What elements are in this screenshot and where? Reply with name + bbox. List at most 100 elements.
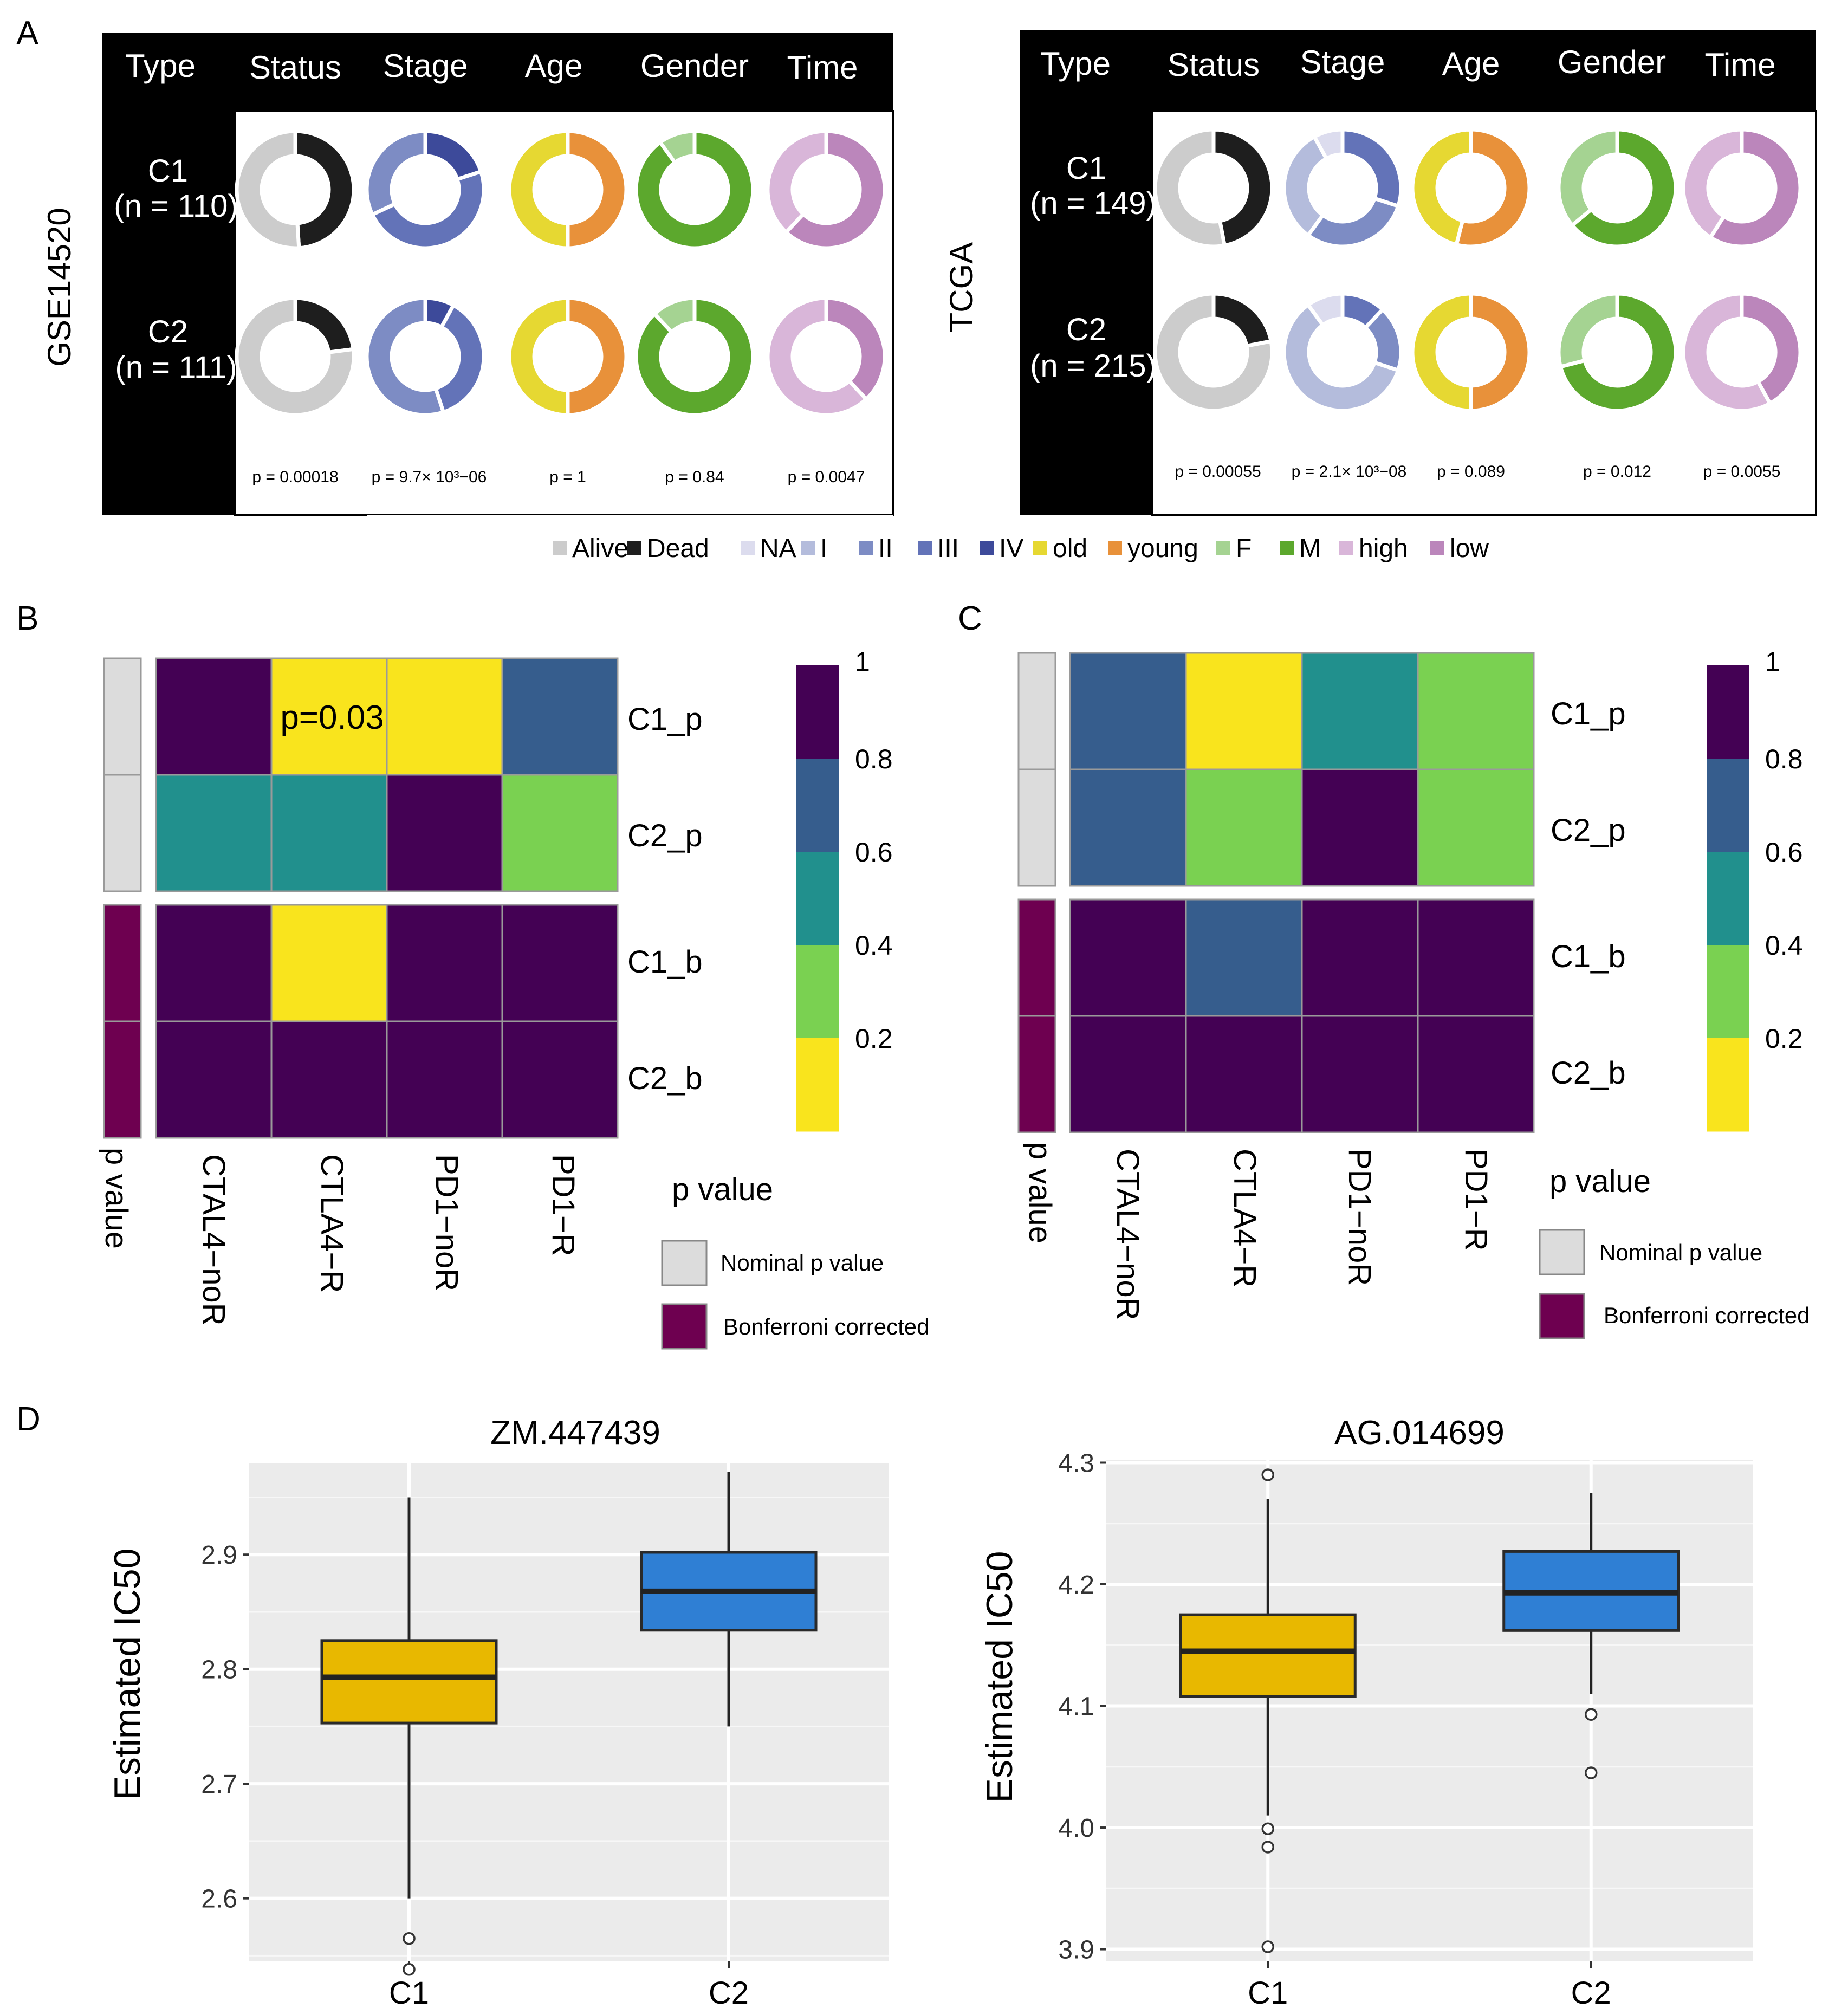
heatmap-cell-c1-b-ctal4-nor bbox=[155, 904, 273, 1022]
box-c2 bbox=[1502, 1493, 1680, 1779]
legend-label: old bbox=[1053, 534, 1087, 563]
donut-c2-age bbox=[507, 296, 628, 417]
header-gender: Gender bbox=[640, 48, 749, 84]
donut-slice-iii bbox=[369, 169, 486, 250]
header-status: Status bbox=[249, 49, 341, 86]
panel-label-b: B bbox=[16, 600, 38, 637]
legend-label: II bbox=[878, 534, 893, 563]
legend-label: I bbox=[820, 534, 827, 563]
donut-slice-old bbox=[1410, 292, 1473, 413]
colorbar-segment bbox=[796, 1038, 839, 1132]
colorbar-tick: 0.2 bbox=[1765, 1024, 1803, 1054]
donut-c1-status bbox=[1153, 127, 1274, 249]
panel-label-c: C bbox=[958, 600, 982, 637]
box-iqr bbox=[320, 1639, 498, 1725]
legend-title: p value bbox=[1549, 1164, 1651, 1199]
legend-swatch bbox=[741, 541, 755, 555]
pvalue-age: p = 0.089 bbox=[1437, 463, 1505, 481]
y-tick-label: 4.1 bbox=[1058, 1693, 1094, 1721]
colorbar-segment bbox=[796, 665, 839, 759]
panel-label-a: A bbox=[16, 15, 39, 52]
legend-swatch bbox=[801, 541, 815, 555]
legend-swatch bbox=[980, 541, 994, 555]
annotation-bar bbox=[1017, 652, 1056, 1133]
legend-item-old: old bbox=[1033, 534, 1087, 563]
donut-slice-high bbox=[766, 296, 869, 417]
legend-item-i: I bbox=[801, 534, 827, 563]
colorbar-segment bbox=[1707, 852, 1749, 945]
donut-c2-age bbox=[1410, 292, 1532, 413]
heatmap-cell-c1-p-ctal4-nor bbox=[1069, 652, 1187, 770]
donut-c2-time bbox=[1681, 292, 1802, 413]
outlier-point bbox=[1585, 1766, 1598, 1779]
col-label-ctal4-nor: CTAL4−noR bbox=[196, 1154, 231, 1325]
heatmap-cell-c1-b-pd1-r bbox=[501, 904, 619, 1022]
heatmap-cell-c2-b-pd1-r bbox=[1417, 1015, 1535, 1133]
heatmap-cell-c2-b-ctal4-nor bbox=[1069, 1015, 1187, 1133]
y-axis-label: Estimated IC50 bbox=[107, 1549, 148, 1800]
header-type: Type bbox=[1040, 46, 1111, 82]
heatmap-cell-c1-b-ctal4-nor bbox=[1069, 898, 1187, 1017]
donut-slice-alive bbox=[1153, 127, 1227, 249]
donut-slice-i bbox=[1282, 302, 1401, 413]
y-tick-label: 4.0 bbox=[1058, 1814, 1094, 1843]
heatmap-cells bbox=[1069, 652, 1535, 1133]
x-tick-label-c1: C1 bbox=[1248, 1975, 1288, 2008]
group-c2-name: C2 bbox=[1066, 312, 1106, 347]
group-c2-n: (n = 111) bbox=[115, 350, 237, 385]
legend-label: young bbox=[1127, 534, 1198, 563]
donut-slice-ii bbox=[1305, 196, 1401, 249]
col-label-pd1-nor: PD1−noR bbox=[429, 1154, 464, 1291]
heatmap-cell-c2-p-ctla4-r bbox=[1185, 768, 1303, 887]
annotation-cell-c2-b bbox=[103, 1020, 142, 1139]
side-label: p value bbox=[1022, 1142, 1058, 1243]
heatmap-cell-c1-p-ctla4-r bbox=[1185, 652, 1303, 770]
legend-nominal: Nominal p value bbox=[721, 1250, 884, 1275]
donut-slice-m bbox=[634, 129, 755, 250]
donut-c2-stage bbox=[365, 296, 486, 417]
legend-swatch bbox=[1280, 541, 1294, 555]
chart-title: ZM.447439 bbox=[490, 1414, 660, 1452]
colorbar-tick: 1 bbox=[855, 646, 870, 677]
heatmap-cell-c1-b-pd1-r bbox=[1417, 898, 1535, 1017]
donut-slice-young bbox=[1454, 127, 1532, 249]
annotation-cell-c1-p bbox=[1017, 652, 1056, 770]
outlier-point bbox=[1261, 1940, 1274, 1953]
donut-slice-low bbox=[824, 296, 887, 402]
header-age: Age bbox=[525, 48, 583, 84]
heatmap-cell-c1-b-ctla4-r bbox=[1185, 898, 1303, 1017]
y-tick-label: 2.8 bbox=[201, 1656, 237, 1685]
colorbar-segment bbox=[1707, 1038, 1749, 1132]
heatmap-cell-c2-p-pd1-nor bbox=[386, 774, 503, 892]
donut-c2-stage bbox=[1282, 292, 1403, 413]
outlier-point bbox=[403, 1963, 416, 1976]
pvalue-gender: p = 0.012 bbox=[1583, 463, 1651, 481]
donut-slice-iii bbox=[1340, 127, 1403, 209]
legend-item-dead: Dead bbox=[627, 534, 709, 563]
row-label-c1p: C1_p bbox=[1551, 696, 1626, 731]
legend-item-ii: II bbox=[859, 534, 893, 563]
donut-slice-ii bbox=[365, 296, 446, 417]
donut-grid-gse14520: Type Status Stage Age Gender Time C1 (n … bbox=[41, 33, 894, 521]
annotation-cell-c1-p bbox=[103, 657, 142, 776]
donut-c2-gender bbox=[1557, 292, 1678, 413]
donut-slice-young bbox=[566, 129, 628, 250]
legend-item-m: M bbox=[1280, 534, 1321, 563]
group-c1-n: (n = 110) bbox=[114, 189, 238, 224]
donut-c1-time bbox=[1681, 127, 1802, 249]
pvalue-stage: p = 2.1× 10³−08 bbox=[1292, 463, 1407, 481]
box-plot-area: 3.9 4.0 4.1 4.2 4.3 C1 C2 bbox=[1058, 1449, 1753, 2008]
heatmap-cell-c1-p-pd1-nor bbox=[386, 657, 503, 776]
row-label-c2p: C2_p bbox=[627, 818, 703, 853]
pvalue-age: p = 1 bbox=[549, 468, 586, 486]
box-c2 bbox=[640, 1472, 818, 1727]
heatmap-cell-c2-b-pd1-r bbox=[501, 1020, 619, 1139]
pvalue-time: p = 0.0055 bbox=[1703, 463, 1781, 481]
donut-slice-low bbox=[1740, 292, 1802, 406]
donut-slice-high bbox=[766, 129, 828, 235]
colorbar-segment bbox=[796, 852, 839, 945]
donut-slice-old bbox=[507, 296, 570, 417]
pvalue-stage: p = 9.7× 10³−06 bbox=[372, 468, 487, 486]
donut-slice-young bbox=[1469, 292, 1532, 413]
